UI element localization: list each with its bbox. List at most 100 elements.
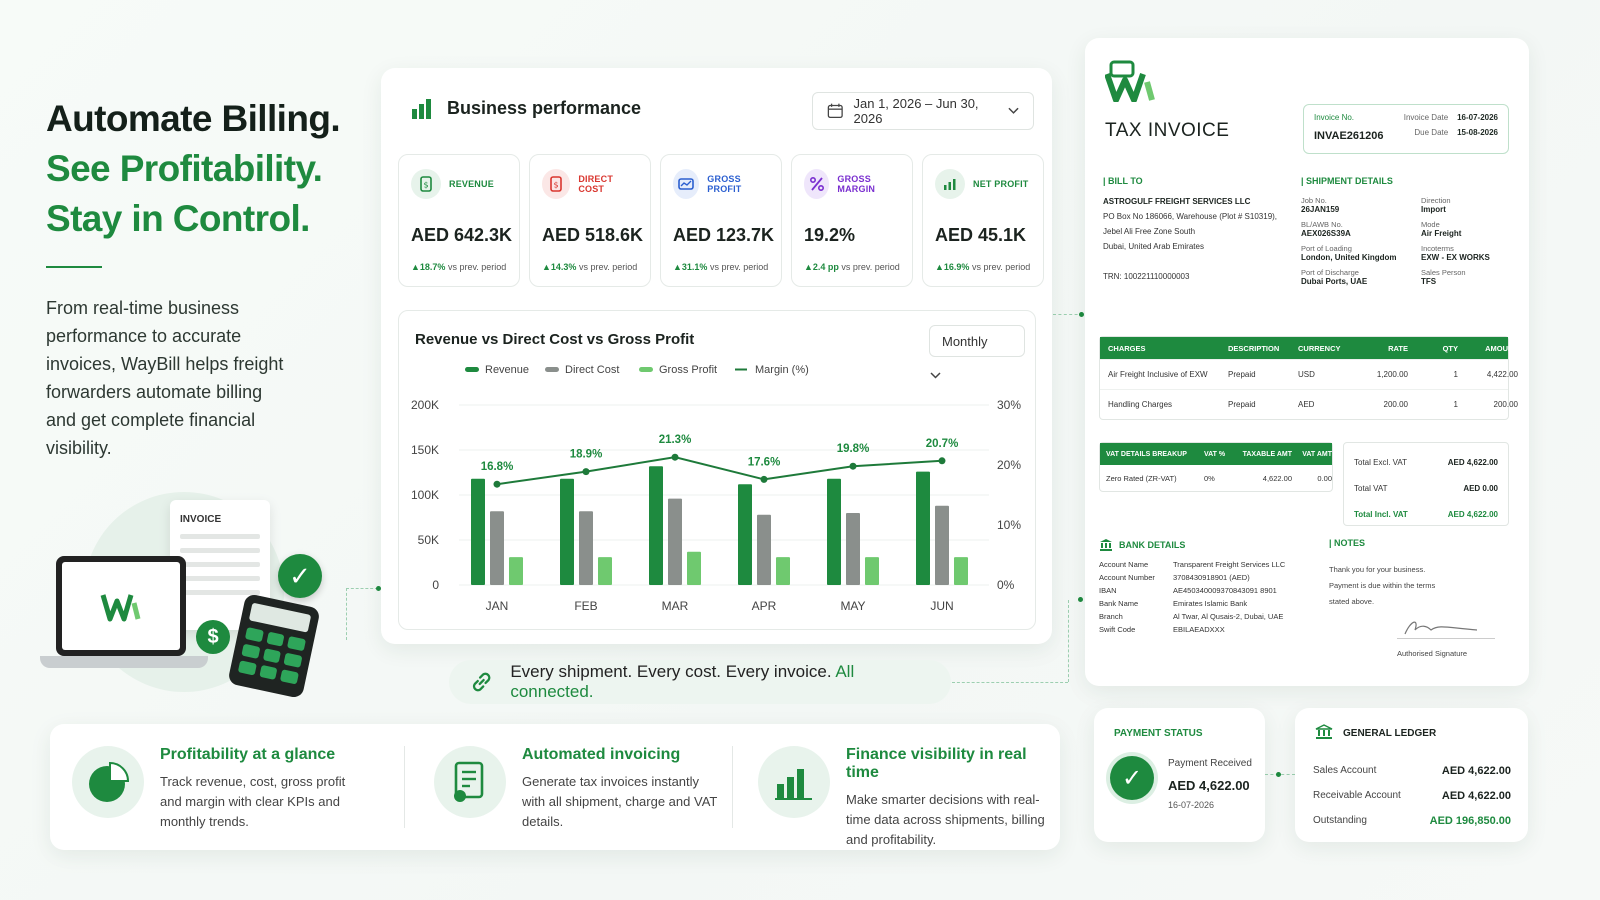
revenue-chart-card: Revenue vs Direct Cost vs Gross Profit M… xyxy=(398,310,1036,630)
kpi-label: DIRECT COST xyxy=(578,174,614,194)
hero-line-1: Automate Billing. xyxy=(46,98,341,139)
table-row: Zero Rated (ZR-VAT) 0% 4,622.00 0.00 xyxy=(1100,465,1332,491)
dashboard-title: Business performance xyxy=(447,98,642,118)
hero-section: Automate Billing. See Profitability. Sta… xyxy=(46,94,366,462)
pie-chart-icon xyxy=(72,746,144,818)
feature-desc: Generate tax invoices instantly with all… xyxy=(522,774,718,829)
ledger-rows: Sales Account AED 4,622.00 Receivable Acco… xyxy=(1313,758,1511,833)
bank-details-label: BANK DETAILS xyxy=(1119,539,1186,550)
charges-header: CHARGES DESCRIPTION CURRENCY RATE QTY AMOUNT xyxy=(1100,337,1518,359)
totals-box: Total Excl. VAT AED 4,622.00 Total VAT AED … xyxy=(1343,442,1509,526)
shipment-field: Port of Loading London, United Kingdom xyxy=(1301,244,1421,266)
shipment-field: Direction Import xyxy=(1421,196,1511,218)
bank-field-label: IBAN xyxy=(1099,586,1117,595)
bank-field-value: Al Twar, Al Qusais-2, Dubai, UAE xyxy=(1173,612,1284,621)
margin-point xyxy=(938,457,946,465)
calculator-screen xyxy=(248,602,312,633)
vat-cell: 0.00 xyxy=(1317,473,1332,483)
signature-icon xyxy=(1404,621,1478,635)
bar-revenue xyxy=(916,471,930,585)
bar-direct-cost xyxy=(490,511,504,585)
bar-revenue xyxy=(560,478,574,585)
feature-divider xyxy=(404,746,405,828)
bar-revenue xyxy=(649,466,663,585)
shipment-field-value: AEX026S39A xyxy=(1301,229,1351,238)
invoice-number: INVAE261206 xyxy=(1314,130,1384,142)
feature-text: Profitability at a glance Track revenue,… xyxy=(160,746,360,832)
bill-to-address-2: Jebel Ali Free Zone South xyxy=(1103,227,1196,236)
y2-tick-label: 10% xyxy=(997,518,1021,532)
kpi-revenue: $ REVENUE AED 642.3K ▲18.7% vs prev. period xyxy=(398,154,520,287)
bank-field-value: EBILAEADXXX xyxy=(1173,625,1225,634)
bar-direct-cost xyxy=(846,513,860,585)
vat-table: VAT DETAILS BREAKUP VAT % TAXABLE AMT VAT A… xyxy=(1099,442,1333,492)
bar-gross-profit xyxy=(598,557,612,585)
ledger-row: Receivable Account AED 4,622.00 xyxy=(1313,783,1511,808)
charges-header-cell: AMOUNT xyxy=(1485,343,1518,353)
kpi-header: $ REVENUE xyxy=(411,169,507,199)
payment-amount: AED 4,622.00 xyxy=(1168,778,1250,793)
laptop-icon xyxy=(56,556,186,656)
shipment-details: Job No. 26JAN159 Direction Import BL/AWB No.… xyxy=(1301,196,1511,290)
margin-line xyxy=(496,456,943,486)
shipment-field: Port of Discharge Dubai Ports, UAE xyxy=(1301,268,1421,290)
bar-gross-profit xyxy=(509,557,523,585)
ledger-icon xyxy=(1315,724,1333,739)
feature-desc: Make smarter decisions with real-time da… xyxy=(846,792,1045,847)
due-date-label: Due Date xyxy=(1414,128,1449,137)
trn-number: TRN: 100221110000003 xyxy=(1103,272,1190,281)
signature-label: Authorised Signature xyxy=(1397,649,1468,658)
kpi-change-value: ▲31.1% xyxy=(673,262,708,272)
bank-details: Account Name Transparent Freight Services… xyxy=(1099,560,1305,634)
legend-swatch xyxy=(639,367,653,372)
kpi-header: GROSS PROFIT xyxy=(673,169,769,199)
charges-cell: Air Freight Inclusive of EXW xyxy=(1108,370,1208,379)
bar-revenue xyxy=(471,478,485,585)
invoice-meta-box: Invoice No. Invoice Date 16-07-2026 INVAE… xyxy=(1303,104,1509,154)
table-row: Handling Charges Prepaid AED 200.00 1 200.00 xyxy=(1100,389,1518,419)
connected-highlight: All connected. xyxy=(510,662,855,701)
shipment-field: Incoterms EXW - EX WORKS xyxy=(1421,244,1511,266)
shipment-field: Mode Air Freight xyxy=(1421,220,1511,242)
legend-label: Revenue xyxy=(485,364,529,376)
connector-node xyxy=(1276,772,1281,777)
chevron-down-icon xyxy=(1008,107,1019,114)
bar-chart-icon xyxy=(935,169,965,199)
charges-header-cell: QTY xyxy=(1442,343,1458,353)
kpi-value: AED 45.1K xyxy=(935,225,1027,245)
svg-text:$: $ xyxy=(554,181,559,190)
bank-field-label: Branch xyxy=(1099,612,1123,621)
vat-cell: 0% xyxy=(1204,473,1215,483)
connected-text: Every shipment. Every cost. Every invoic… xyxy=(510,662,931,702)
shipment-field-value: Import xyxy=(1421,205,1446,214)
y2-tick-label: 20% xyxy=(997,458,1021,472)
y-tick-label: 200K xyxy=(411,398,439,412)
charges-cell: Prepaid xyxy=(1228,370,1256,379)
check-circle-icon: ✓ xyxy=(278,554,322,598)
kpi-value: 19.2% xyxy=(804,225,856,245)
charges-header-cell: CHARGES xyxy=(1108,343,1146,353)
date-range-picker[interactable]: Jan 1, 2026 – Jun 30, 2026 xyxy=(812,92,1034,130)
tax-invoice-card: TAX INVOICE Invoice No. Invoice Date 16-0… xyxy=(1085,38,1529,686)
connector-node xyxy=(1078,597,1083,602)
invoice-paper-title: INVOICE xyxy=(180,514,222,525)
margin-point xyxy=(671,453,679,461)
margin-point xyxy=(849,462,857,470)
payment-date: 16-07-2026 xyxy=(1168,800,1215,810)
paper-line xyxy=(180,576,260,581)
notes-label: | NOTES xyxy=(1329,538,1366,548)
hero-body: From real-time business performance to a… xyxy=(46,298,284,458)
dollar-coin-icon: $ xyxy=(196,620,230,654)
vat-cell: Zero Rated (ZR-VAT) xyxy=(1106,473,1177,483)
due-date-row: Due Date 15-08-2026 xyxy=(1414,128,1498,142)
hero-line-2: See Profitability. xyxy=(46,148,323,189)
charges-cell: 200.00 xyxy=(1383,400,1408,409)
percent-icon xyxy=(804,169,830,199)
kpi-change: ▲16.9% vs prev. period xyxy=(935,262,1031,272)
period-select[interactable]: Monthly xyxy=(929,325,1025,379)
shipment-field-value: EXW - EX WORKS xyxy=(1421,253,1490,262)
table-row: Air Freight Inclusive of EXW Prepaid USD 1,… xyxy=(1100,359,1518,389)
date-range-value: Jan 1, 2026 – Jun 30, 2026 xyxy=(853,96,979,126)
y2-tick-label: 0% xyxy=(997,578,1015,592)
calculator-keys xyxy=(237,627,307,685)
